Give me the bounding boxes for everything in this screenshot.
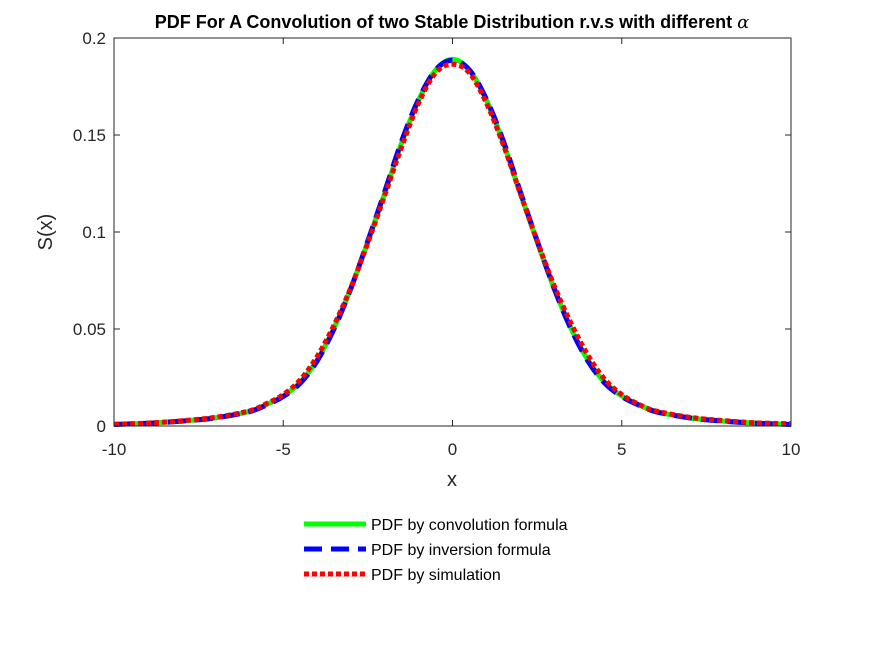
chart-title: PDF For A Convolution of two Stable Dist… xyxy=(155,12,749,33)
axes-background xyxy=(114,38,791,426)
x-axis-ticks: -10 -5 0 5 10 xyxy=(102,38,801,459)
legend: PDF by convolution formula PDF by inversi… xyxy=(300,508,608,590)
x-axis-label: x xyxy=(447,469,457,491)
x-tick-label: 0 xyxy=(448,440,457,459)
legend-label-3: PDF by simulation xyxy=(371,567,501,584)
x-tick-label: 10 xyxy=(782,440,801,459)
y-tick-label: 0.15 xyxy=(73,126,106,145)
y-tick-label: 0 xyxy=(97,417,106,436)
x-tick-label: 5 xyxy=(617,440,626,459)
y-tick-label: 0.1 xyxy=(82,223,106,242)
x-tick-label: -10 xyxy=(102,440,127,459)
x-tick-label: -5 xyxy=(276,440,291,459)
series-layer xyxy=(113,56,792,427)
y-axis-ticks: 0 0.05 0.1 0.15 0.2 xyxy=(73,29,791,436)
legend-label-1: PDF by convolution formula xyxy=(371,517,568,534)
series-line-3 xyxy=(113,61,792,427)
y-axis-label: S(x) xyxy=(35,214,57,251)
y-tick-label: 0.05 xyxy=(73,320,106,339)
legend-label-2: PDF by inversion formula xyxy=(371,542,551,559)
plot-area: -10 -5 0 5 10 0 0.05 0.1 0.15 0.2 xyxy=(73,29,801,459)
y-tick-label: 0.2 xyxy=(82,29,106,48)
